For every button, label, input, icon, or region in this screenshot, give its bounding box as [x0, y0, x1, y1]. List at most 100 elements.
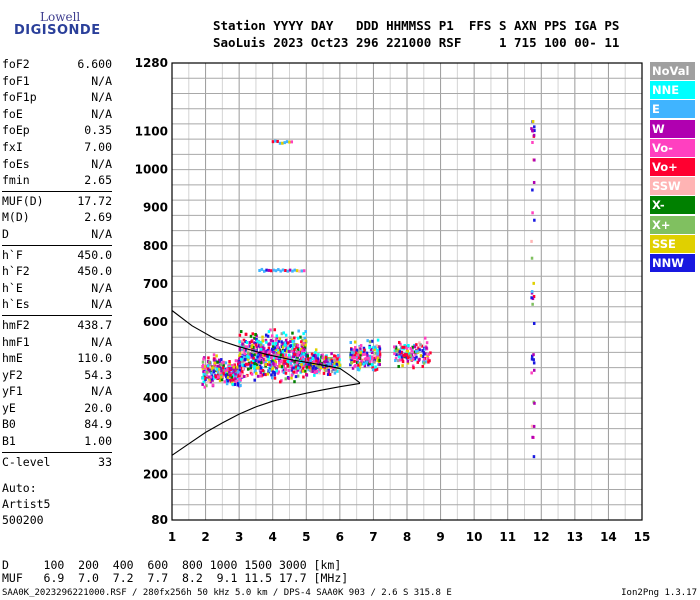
legend-item-xplus: X+: [650, 215, 695, 234]
echo-point: [240, 374, 244, 378]
echo-point: [332, 362, 336, 366]
echo-point: [316, 357, 320, 361]
echo-point: [302, 332, 305, 336]
x-tick-label: 5: [302, 530, 310, 544]
echo-point: [279, 269, 282, 273]
echo-point: [230, 367, 233, 371]
echo-point: [258, 340, 261, 344]
echo-point: [303, 336, 307, 340]
echo-point: [266, 334, 270, 338]
echo-point: [271, 342, 275, 346]
echo-point: [227, 364, 231, 368]
echo-point: [272, 362, 275, 366]
echo-point: [270, 356, 273, 360]
echo-point: [402, 354, 405, 358]
echo-point: [291, 331, 294, 335]
echo-point: [376, 338, 380, 342]
echo-point: [278, 361, 281, 365]
echo-point: [290, 338, 294, 342]
echo-point: [411, 345, 414, 349]
echo-point: [281, 141, 284, 145]
echo-point: [217, 375, 220, 379]
echo-point: [335, 362, 339, 366]
echo-point: [244, 362, 248, 366]
param-row: hmF1 N/A: [2, 335, 112, 352]
echo-point: [258, 363, 262, 367]
echo-point: [317, 353, 320, 357]
y-tick-label: 1100: [135, 125, 168, 139]
echo-point: [216, 373, 220, 377]
param-name: C-level: [2, 454, 51, 469]
echo-point: [288, 355, 292, 359]
echo-point: [289, 340, 292, 344]
echo-point: [258, 357, 261, 361]
echo-point: [220, 358, 223, 362]
echo-point: [375, 344, 378, 348]
x-tick-label: 6: [336, 530, 344, 544]
echo-point: [254, 343, 258, 347]
echo-point: [274, 338, 278, 342]
echo-point: [274, 361, 278, 365]
echo-point: [234, 380, 237, 384]
x-tick-label: 1: [168, 530, 176, 544]
echo-point: [365, 356, 368, 360]
echo-point: [207, 369, 211, 373]
echo-point: [267, 350, 270, 354]
echo-point: [413, 357, 417, 361]
echo-point: [532, 358, 535, 362]
echo-point: [324, 355, 328, 359]
echo-point: [304, 339, 307, 343]
echo-point: [321, 353, 324, 357]
echo-point: [393, 345, 396, 349]
param-value: 0.35: [84, 123, 112, 138]
echo-point: [262, 269, 266, 273]
echo-point: [257, 366, 261, 370]
echo-point: [377, 363, 380, 367]
echo-point: [353, 354, 357, 358]
echo-point: [531, 297, 535, 301]
x-tick-label: 8: [403, 530, 411, 544]
echo-point: [318, 368, 322, 372]
legend-item-nne: NNE: [650, 81, 695, 100]
echo-point: [266, 362, 269, 366]
echo-point: [283, 359, 287, 363]
echo-point: [290, 140, 294, 144]
legend-item-nnw: NNW: [650, 253, 695, 272]
echo-point: [378, 347, 382, 351]
echo-point: [220, 378, 224, 382]
echo-point: [531, 435, 534, 439]
echo-point: [273, 371, 277, 375]
echo-point: [309, 358, 312, 362]
param-row: foF2 6.600: [2, 57, 112, 74]
echo-point: [304, 343, 307, 347]
echo-point: [306, 354, 310, 358]
echo-point: [288, 268, 292, 272]
echo-point: [287, 346, 290, 350]
echo-point: [359, 362, 362, 366]
echo-point: [293, 268, 297, 272]
param-name: M(D): [2, 210, 30, 225]
y-tick-label: 900: [143, 201, 168, 215]
echo-point: [252, 364, 256, 368]
echo-point: [252, 366, 256, 370]
echo-point: [212, 353, 216, 357]
echo-point: [232, 378, 235, 382]
echo-point: [243, 357, 247, 361]
echo-point: [231, 364, 235, 368]
echo-point: [302, 375, 305, 379]
scaled-parameters-panel: foF2 6.600 foF1 N/A foF1p N/A foE N/A foEp 0.35 fx…: [2, 57, 112, 471]
echo-point: [236, 383, 240, 387]
echo-point: [234, 372, 237, 376]
echo-point: [266, 372, 270, 376]
echo-point: [423, 336, 427, 340]
echo-point: [371, 368, 375, 372]
echo-point: [330, 352, 333, 356]
echo-point: [283, 141, 286, 145]
echo-point: [284, 338, 288, 342]
echo-point: [281, 353, 284, 357]
echo-point: [374, 368, 377, 372]
echo-point: [294, 375, 298, 379]
echo-point: [366, 339, 369, 343]
echo-point: [217, 367, 221, 371]
